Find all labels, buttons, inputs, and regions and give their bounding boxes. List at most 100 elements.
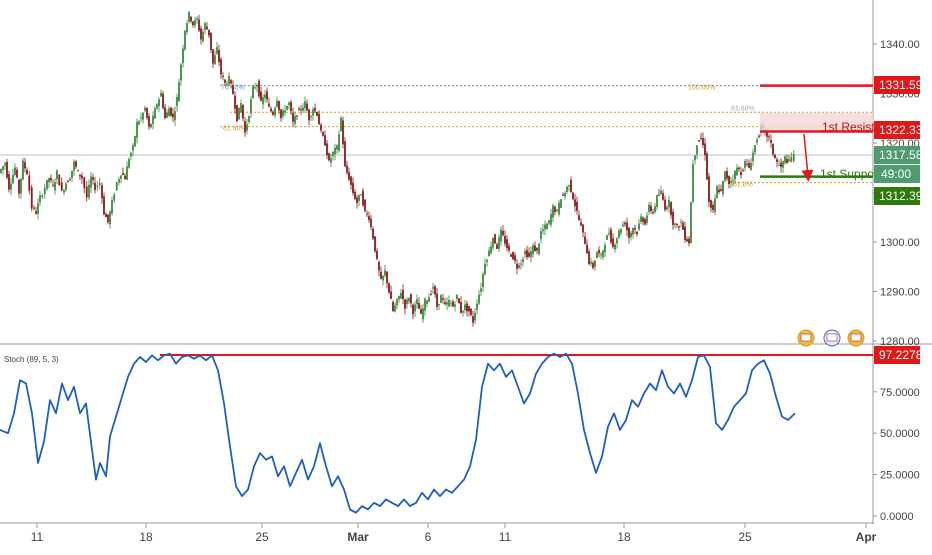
candle-body: [33, 207, 35, 209]
candle-body: [134, 136, 136, 147]
candle-body: [132, 145, 134, 151]
candle-body: [596, 252, 598, 259]
candle-body: [270, 108, 272, 112]
candle-body: [276, 100, 278, 107]
candle-body: [111, 199, 113, 214]
candle-body: [318, 113, 320, 125]
candle-body: [436, 293, 438, 307]
time-tick-label: 25: [738, 530, 752, 544]
candle-body: [670, 202, 672, 216]
price-layer: 76.40%61.80%100.00%61.80%161.8%: [0, 11, 873, 327]
stoch-line: [0, 352, 796, 514]
candle-body: [174, 111, 176, 121]
candle-body: [530, 251, 532, 258]
candle-body: [232, 85, 234, 95]
candle-body: [260, 91, 262, 101]
candle-body: [682, 222, 684, 230]
candle-body: [264, 94, 266, 99]
candle-body: [580, 222, 582, 226]
candle-body: [588, 251, 590, 264]
candle-body: [792, 154, 795, 161]
candle-body: [454, 304, 456, 307]
candle-body: [430, 294, 432, 296]
badge-resistance-text: 1322.33: [879, 123, 923, 137]
candle-body: [592, 262, 594, 268]
candle-body: [480, 288, 482, 292]
time-tick-label: 18: [617, 530, 631, 544]
candle-body: [75, 161, 77, 167]
candle-body: [640, 216, 642, 222]
candle-body: [348, 172, 350, 180]
us-flag-icon: [797, 329, 815, 347]
candle-body: [522, 259, 524, 262]
candle-body: [458, 298, 460, 304]
stoch-layer: [0, 352, 873, 514]
candle-body: [358, 194, 360, 202]
candle-body: [60, 182, 63, 191]
candle-body: [330, 158, 332, 163]
candle-body: [474, 312, 476, 321]
candle-body: [294, 116, 296, 124]
candle-body: [248, 116, 250, 122]
candle-body: [452, 301, 454, 307]
candle-body: [222, 75, 224, 77]
candle-body: [524, 251, 526, 255]
time-tick-label: 25: [255, 530, 269, 544]
candle-body: [71, 170, 73, 178]
candle-body: [392, 301, 394, 312]
candle-body: [382, 275, 384, 281]
candle-body: [656, 195, 658, 207]
candle-body: [214, 55, 216, 65]
candle-body: [606, 235, 608, 240]
candle-body: [740, 171, 742, 176]
candle-body: [570, 179, 572, 193]
candle-body: [776, 159, 778, 162]
candle-body: [514, 255, 516, 261]
candle-body: [240, 103, 242, 113]
candle-body: [316, 112, 318, 116]
candle-body: [432, 287, 434, 289]
candle-body: [166, 112, 168, 118]
candle-body: [512, 252, 514, 260]
candle-body: [372, 228, 374, 239]
candle-body: [124, 175, 126, 180]
candle-body: [478, 294, 480, 304]
candle-body: [286, 105, 288, 110]
candle-body: [280, 109, 282, 119]
candle-body: [208, 29, 210, 36]
candle-body: [368, 216, 370, 220]
candle-body: [77, 170, 79, 172]
fib-label: 61.8%: [733, 182, 753, 189]
candle-body: [708, 176, 710, 202]
candle-body: [594, 260, 596, 267]
candle-body: [700, 137, 702, 139]
candle-body: [35, 211, 37, 214]
candle-body: [266, 91, 268, 100]
candle-body: [650, 205, 652, 212]
candle-body: [556, 209, 558, 211]
candle-body: [554, 206, 556, 212]
candle-body: [620, 228, 622, 234]
candle-body: [422, 308, 424, 320]
candle-body: [126, 166, 128, 180]
candle-body: [790, 157, 793, 162]
candle-body: [384, 270, 386, 276]
candle-body: [732, 180, 734, 182]
badge-current-text: 1317.58: [879, 148, 923, 162]
candle-body: [576, 201, 578, 211]
candle-body: [63, 190, 65, 193]
candle-body: [346, 165, 348, 173]
candle-body: [274, 107, 276, 116]
candle-body: [103, 196, 105, 215]
candle-body: [590, 261, 592, 264]
badge-resistance: 1322.33: [874, 121, 923, 139]
candle-body: [50, 177, 52, 181]
candle-body: [380, 271, 382, 279]
candle-body: [310, 116, 312, 118]
candle-body: [152, 115, 154, 124]
candle-body: [24, 162, 26, 169]
candle-body: [418, 302, 420, 309]
time-tick-label: Apr: [856, 530, 877, 544]
candle-body: [150, 123, 152, 128]
candle-body: [354, 191, 356, 199]
